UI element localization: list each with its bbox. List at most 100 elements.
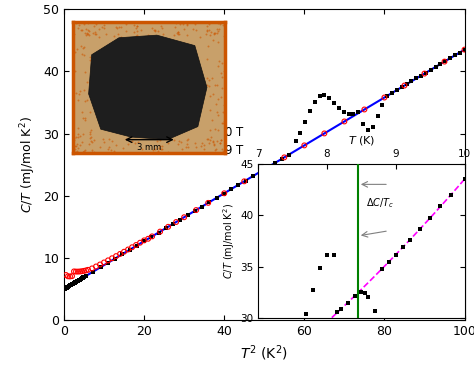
Point	[214, 112, 221, 118]
Point	[211, 29, 219, 35]
Point	[412, 75, 420, 81]
Point	[359, 121, 367, 127]
Point	[118, 251, 126, 257]
Point	[85, 28, 93, 34]
Point	[132, 25, 140, 31]
Point	[92, 32, 100, 38]
Point	[217, 140, 224, 146]
Point	[421, 71, 428, 77]
Point	[80, 44, 87, 50]
Point	[214, 109, 221, 114]
Point	[210, 142, 218, 148]
Point	[79, 275, 86, 281]
Point	[179, 21, 187, 27]
Point	[80, 52, 88, 58]
Point	[216, 58, 223, 64]
Point	[100, 137, 107, 142]
Point	[221, 148, 228, 153]
Point	[134, 23, 141, 29]
Point	[209, 117, 216, 123]
Point	[422, 70, 429, 76]
Point	[78, 276, 85, 282]
Point	[133, 33, 140, 39]
Point	[447, 192, 455, 198]
Point	[89, 149, 96, 155]
Point	[71, 280, 79, 286]
Point	[330, 252, 337, 258]
Point	[82, 32, 90, 38]
Text: $\Delta C/T_c$: $\Delta C/T_c$	[366, 196, 395, 210]
Point	[124, 247, 132, 252]
Point	[87, 134, 94, 140]
Point	[84, 32, 92, 38]
Point	[158, 146, 166, 152]
Point	[219, 149, 227, 155]
Point	[84, 267, 92, 273]
Point	[311, 99, 319, 105]
Y-axis label: $C/T$ (mJ/mol K$^2$): $C/T$ (mJ/mol K$^2$)	[222, 203, 237, 279]
Point	[209, 138, 217, 144]
Point	[74, 25, 82, 31]
Point	[227, 186, 235, 192]
Point	[198, 140, 206, 146]
Point	[154, 138, 161, 144]
Point	[198, 204, 206, 209]
Point	[320, 92, 328, 98]
Point	[75, 91, 83, 96]
Point	[393, 87, 401, 93]
Point	[183, 137, 191, 143]
Point	[77, 27, 85, 33]
Point	[60, 286, 68, 292]
Point	[77, 43, 84, 49]
Point	[92, 21, 100, 27]
Point	[301, 142, 308, 148]
Point	[147, 234, 155, 240]
Point	[67, 282, 74, 288]
Point	[162, 225, 170, 231]
Point	[212, 146, 220, 152]
Point	[306, 108, 314, 114]
Point	[204, 136, 212, 142]
Point	[135, 139, 142, 145]
Point	[112, 24, 120, 30]
Point	[64, 284, 72, 290]
Point	[132, 140, 139, 146]
Point	[151, 146, 159, 152]
Point	[403, 81, 410, 87]
Point	[310, 287, 317, 293]
Point	[133, 23, 140, 29]
Point	[73, 21, 80, 26]
Point	[95, 35, 102, 40]
Point	[117, 24, 125, 30]
Point	[64, 284, 71, 290]
Point	[175, 31, 182, 37]
Point	[62, 285, 69, 291]
Point	[317, 265, 324, 271]
Point	[68, 273, 76, 279]
Point	[392, 252, 400, 258]
Point	[330, 100, 338, 106]
Point	[130, 22, 137, 28]
Point	[285, 152, 293, 158]
Point	[70, 31, 78, 37]
Point	[203, 28, 210, 34]
Point	[148, 233, 156, 239]
Point	[118, 34, 125, 40]
Point	[204, 43, 212, 49]
Point	[69, 281, 76, 287]
Point	[191, 21, 199, 27]
Point	[401, 82, 408, 88]
Point	[326, 95, 333, 100]
Point	[105, 137, 113, 142]
Point	[74, 277, 82, 283]
Point	[297, 130, 304, 136]
Point	[82, 30, 89, 36]
Point	[80, 45, 87, 51]
Point	[203, 27, 211, 33]
Point	[130, 29, 137, 35]
Point	[164, 149, 172, 155]
Point	[334, 309, 341, 315]
Point	[66, 283, 74, 289]
Point	[151, 28, 159, 34]
Point	[91, 23, 98, 29]
